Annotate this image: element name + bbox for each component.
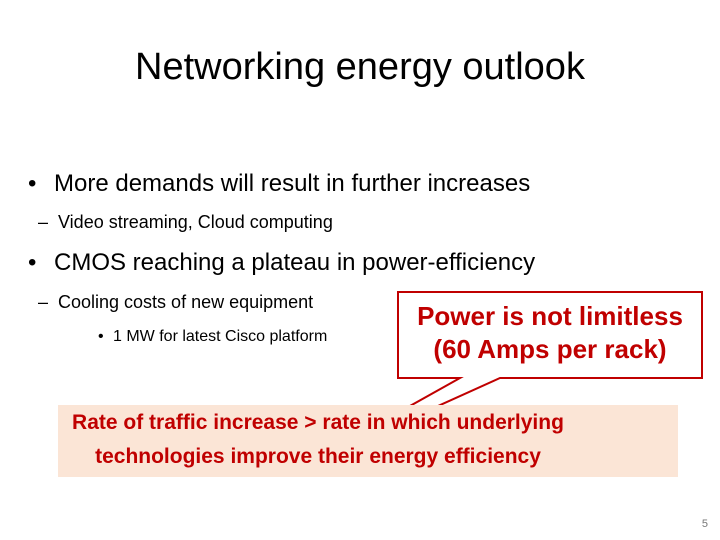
page-number: 5 <box>701 518 708 530</box>
bullet-marker: • <box>28 249 37 276</box>
bullet-text: Cooling costs of new equipment <box>58 292 314 312</box>
bullet-text: More demands will result in further incr… <box>54 170 531 197</box>
bullet-text: 1 MW for latest Cisco platform <box>113 328 328 345</box>
highlight-box <box>58 405 678 477</box>
sub-bullet-item: – Video streaming, Cloud computing <box>38 212 333 233</box>
bullet-marker: • <box>98 328 104 345</box>
sub-bullet-item: – Cooling costs of new equipment <box>38 292 313 313</box>
callout-line-1: Power is not limitless <box>417 301 683 331</box>
sub-sub-bullet-item: • 1 MW for latest Cisco platform <box>98 328 327 346</box>
bullet-marker: – <box>38 212 49 232</box>
highlight-text: Rate of traffic increase > rate in which… <box>58 406 578 474</box>
bullet-text: Video streaming, Cloud computing <box>58 212 333 232</box>
bullet-marker: – <box>38 292 49 312</box>
callout: Power is not limitless (60 Amps per rack… <box>400 300 700 366</box>
slide-title: Networking energy outlook <box>135 46 585 88</box>
highlight-line-1: Rate of traffic increase > rate in which… <box>72 411 564 434</box>
bullet-marker: • <box>28 170 37 197</box>
bullet-item: • CMOS reaching a plateau in power-effic… <box>28 249 535 277</box>
bullet-item: • More demands will result in further in… <box>28 170 530 198</box>
highlight-line-2: technologies improve their energy effici… <box>95 445 541 468</box>
callout-line-2: (60 Amps per rack) <box>433 334 667 364</box>
bullet-text: CMOS reaching a plateau in power-efficie… <box>54 249 536 276</box>
